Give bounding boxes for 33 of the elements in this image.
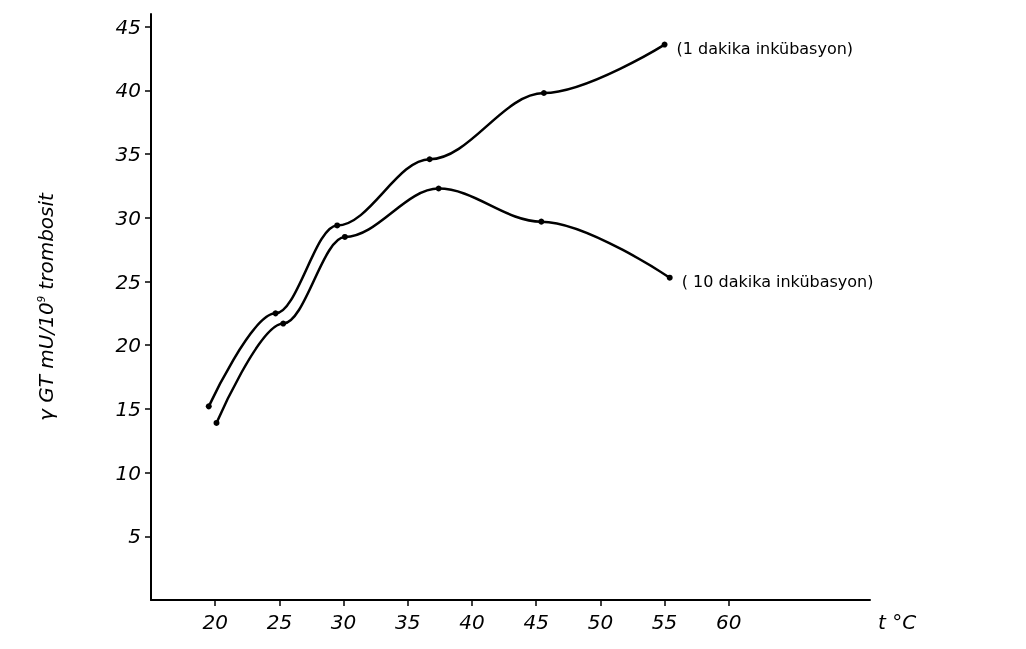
y-axis-title: γ GT mU/109 trombosit: [34, 191, 58, 421]
y-tick-label: 45: [115, 14, 141, 39]
x-tick-label: 55: [651, 610, 678, 634]
point: [213, 419, 220, 426]
point: [666, 274, 673, 281]
y-tick-label: 40: [115, 78, 141, 103]
x-tick-label: 35: [395, 610, 421, 634]
y-tick-label: 5: [128, 524, 141, 549]
y-tick-label: 20: [115, 333, 141, 358]
y-tick-label: 25: [115, 269, 141, 294]
y-tick-label: 10: [115, 460, 141, 485]
point: [540, 89, 547, 96]
x-tick-label: 50: [587, 610, 614, 634]
x-tick-label: 45: [523, 610, 549, 634]
series-label: (1 dakika inkübasyon): [676, 39, 854, 59]
x-tick-label: 25: [266, 610, 293, 634]
point: [435, 185, 442, 192]
x-tick-label: 20: [202, 610, 228, 634]
point: [280, 320, 287, 327]
x-tick-label: 30: [330, 610, 357, 634]
y-tick-label: 15: [115, 396, 141, 421]
y-tick-label: 30: [115, 205, 141, 230]
y-tick-label: 35: [115, 142, 141, 167]
point: [426, 156, 433, 163]
point: [661, 41, 668, 48]
point: [334, 222, 341, 229]
x-tick-label: 60: [716, 610, 742, 634]
x-axis-title: t °C: [878, 610, 917, 634]
x-tick-label: 40: [459, 610, 485, 634]
point: [205, 403, 212, 410]
series-label: ( 10 dakika inkübasyon): [681, 272, 874, 292]
point: [538, 218, 545, 225]
point: [341, 233, 348, 240]
